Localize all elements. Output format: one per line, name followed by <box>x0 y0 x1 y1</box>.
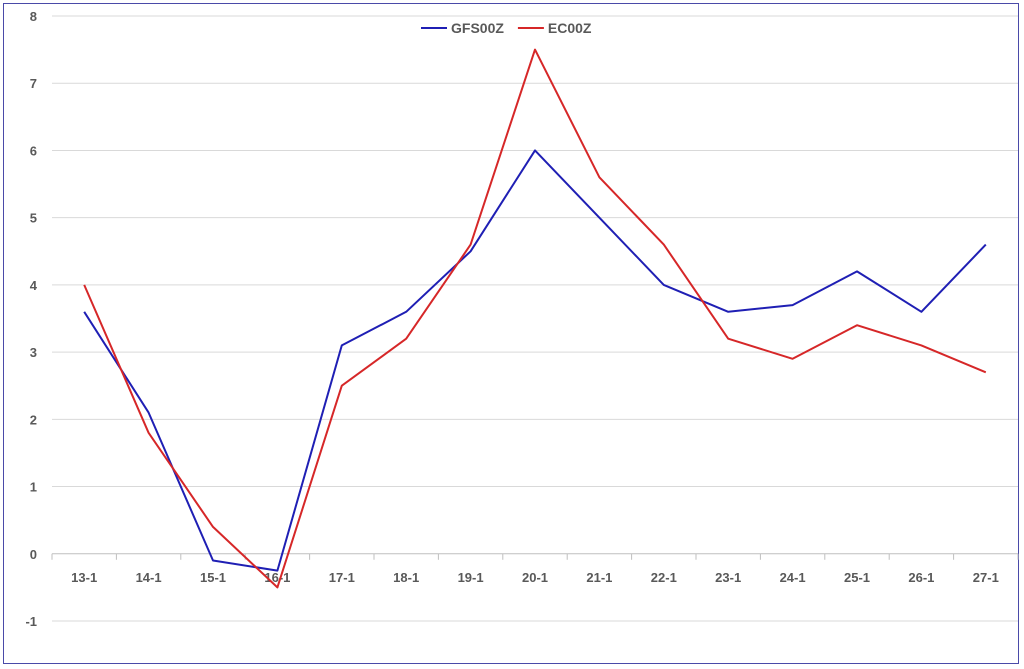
x-tick-label: 18-1 <box>393 570 419 585</box>
y-tick-label: 1 <box>30 480 37 495</box>
x-tick-label: 24-1 <box>780 570 806 585</box>
x-tick-label: 25-1 <box>844 570 870 585</box>
y-tick-label: 5 <box>30 211 37 226</box>
x-tick-label: 21-1 <box>586 570 612 585</box>
y-tick-label: 2 <box>30 412 37 427</box>
x-tick-label: 13-1 <box>71 570 97 585</box>
x-axis-ticks: 13-1 14-1 15-1 16-1 17-1 18-1 19-1 20-1 21-1 22-1… <box>71 570 999 585</box>
series-lines <box>83 48 987 589</box>
y-tick-label: 8 <box>30 9 37 24</box>
legend: GFS00Z EC00Z <box>421 20 592 36</box>
series-line-ec00z <box>83 48 987 589</box>
y-tick-label: 4 <box>30 278 38 293</box>
x-tick-label: 26-1 <box>908 570 934 585</box>
x-tick-label: 14-1 <box>136 570 162 585</box>
x-tick-label: 15-1 <box>200 570 226 585</box>
x-tick-label: 17-1 <box>329 570 355 585</box>
y-tick-label: 7 <box>30 76 37 91</box>
y-axis-ticks: -1 0 1 2 3 4 5 6 7 8 <box>25 9 37 629</box>
y-tick-label: 6 <box>30 143 37 158</box>
legend-label-ec00z: EC00Z <box>548 20 592 36</box>
x-tick-label: 19-1 <box>458 570 484 585</box>
y-tick-label: 0 <box>30 547 37 562</box>
x-tick-label: 22-1 <box>651 570 677 585</box>
gridlines <box>52 15 1018 622</box>
y-tick-label: 3 <box>30 345 37 360</box>
y-tick-label: -1 <box>25 614 37 629</box>
x-tick-label: 23-1 <box>715 570 741 585</box>
series-line-gfs00z <box>83 149 987 572</box>
x-tick-label: 20-1 <box>522 570 548 585</box>
x-axis <box>51 553 1019 560</box>
x-tick-label: 27-1 <box>973 570 999 585</box>
legend-label-gfs00z: GFS00Z <box>451 20 504 36</box>
